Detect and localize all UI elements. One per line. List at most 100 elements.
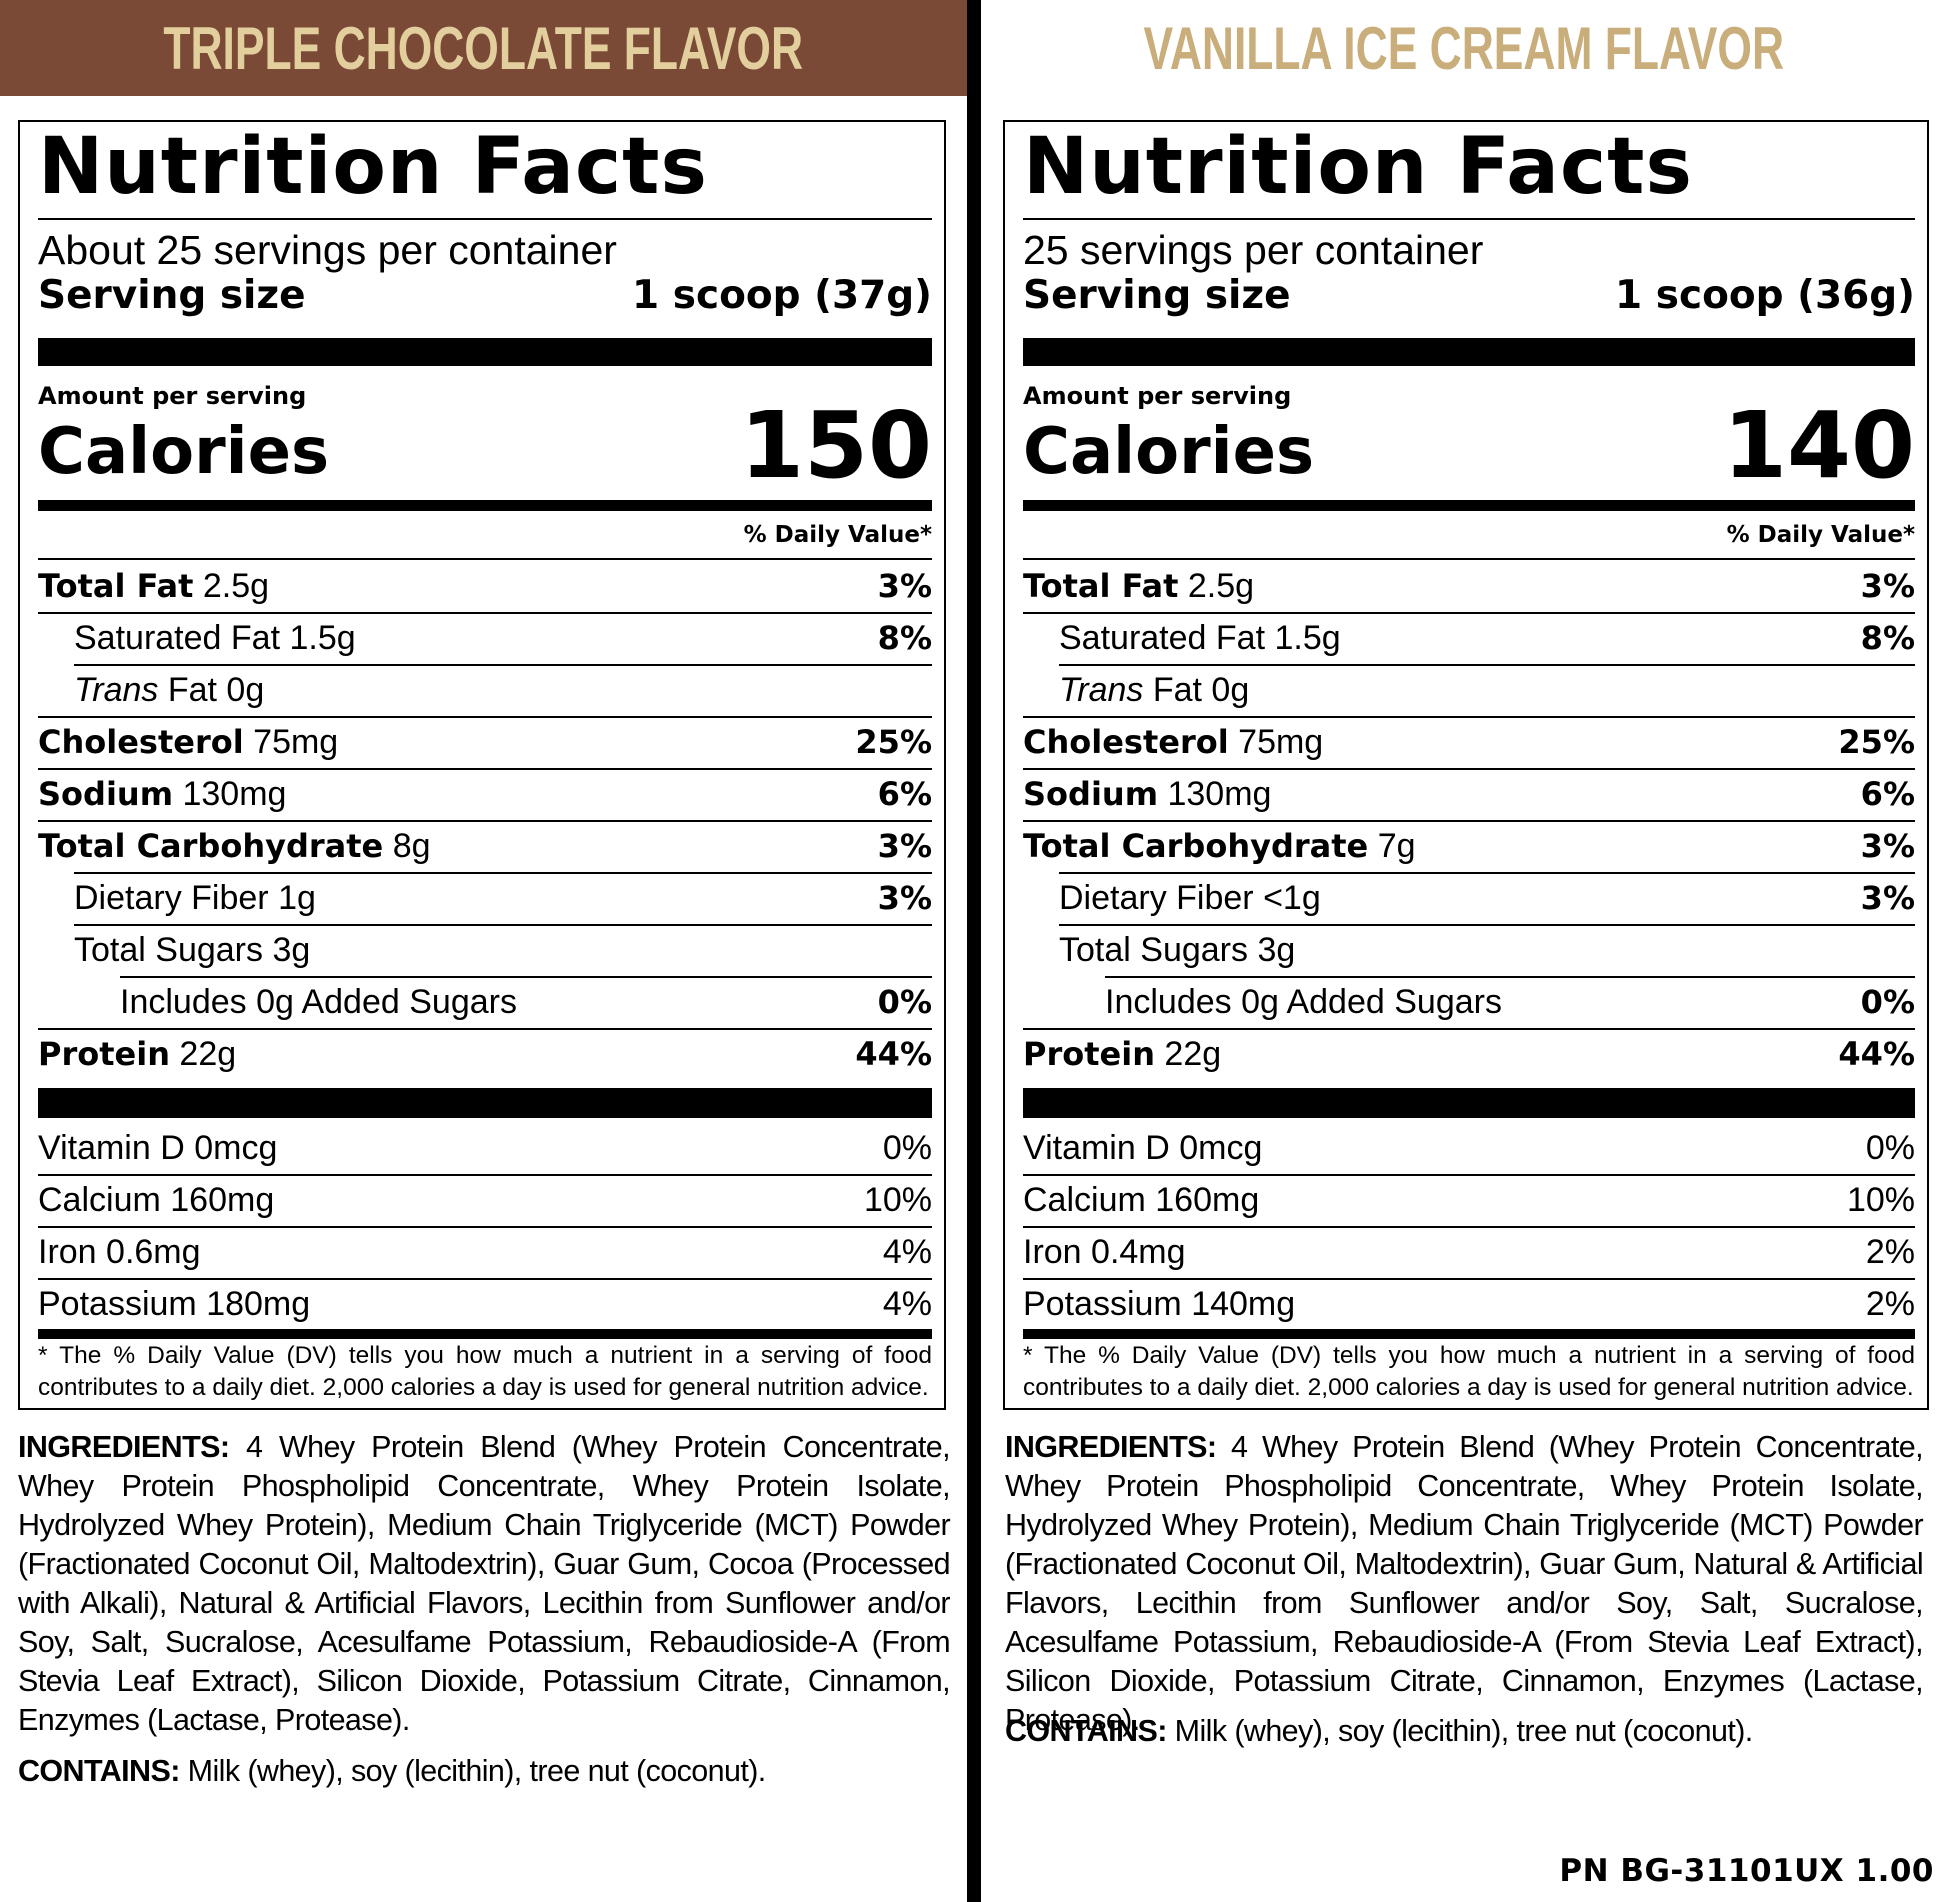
serving-size-row: Serving size 1 scoop (36g) [1023,276,1915,315]
nutrient-amount: 3g [1257,931,1296,969]
row-rule [1023,768,1915,770]
amount-per-serving: Amount per serving [38,382,307,410]
nutrient-row-cholesterol: Cholesterol 75mg 25% [1023,716,1915,768]
flavor-banner: TRIPLE CHOCOLATE FLAVOR [0,0,967,96]
nutrient-label: Calcium [38,1181,161,1219]
nutrient-amount: 1.5g [1274,619,1341,657]
nutrient-row-trans-fat: Trans Fat 0g [1023,664,1915,716]
nutrient-dv: 3% [877,567,932,605]
thick-rule [1023,338,1915,366]
nutrient-dv: 3% [1860,827,1915,865]
daily-value-header: % Daily Value* [1726,522,1915,548]
row-rule [74,872,932,874]
row-rule [38,1028,932,1030]
nutrient-row-vitamin-d: Vitamin D 0mcg 0% [38,1122,932,1174]
nutrient-dv: 0% [877,983,932,1021]
nutrient-dv: 0% [1865,1129,1915,1167]
nutrient-dv: 4% [882,1285,932,1323]
nutrient-label: Iron [38,1233,97,1271]
row-rule [120,976,932,978]
nutrient-row-total-carbohydrate: Total Carbohydrate 8g 3% [38,820,932,872]
contains-label: CONTAINS: [18,1754,180,1788]
nutrient-row-calcium: Calcium 160mg 10% [38,1174,932,1226]
nutrient-dv: 0% [1860,983,1915,1021]
nutrient-amount: 0mcg [194,1129,278,1167]
nutrient-dv: 0% [882,1129,932,1167]
row-rule [1023,1226,1915,1228]
nutrient-label: Total Sugars [1059,931,1248,969]
daily-value-header: % Daily Value* [743,522,932,548]
nutrient-label: Saturated Fat [1059,619,1266,657]
medium-rule [1023,1329,1915,1339]
nutrient-label: Potassium [38,1285,197,1323]
vanilla-panel: VANILLA ICE CREAM FLAVOR Nutrition Facts… [981,0,1946,1902]
row-rule [1059,664,1915,666]
nutrient-dv: 3% [1860,567,1915,605]
nutrient-row-total-carbohydrate: Total Carbohydrate 7g 3% [1023,820,1915,872]
ingredients-label: INGREDIENTS: [18,1430,230,1464]
nutrient-amount: 8g [392,827,431,865]
nutrient-amount: 130mg [182,775,287,813]
nutrient-row-iron: Iron 0.6mg 4% [38,1226,932,1278]
nutrient-amount: 0.6mg [106,1233,201,1271]
nutrient-label-italic: Trans [74,671,159,709]
nutrient-label: Potassium [1023,1285,1182,1323]
nutrient-row-total-sugars: Total Sugars 3g [1023,924,1915,976]
nutrient-dv: 8% [1860,619,1915,657]
nutrient-amount: 0.4mg [1091,1233,1186,1271]
calories-value: 150 [739,392,932,499]
nutrient-amount: 1.5g [289,619,356,657]
serving-size-value: 1 scoop (36g) [1615,273,1915,318]
nutrient-label: Dietary Fiber [1059,879,1254,917]
nutrient-label: Total Carbohydrate [38,827,384,865]
nutrient-row-calcium: Calcium 160mg 10% [1023,1174,1915,1226]
nutrient-dv: 6% [877,775,932,813]
row-rule [74,664,932,666]
flavor-title: VANILLA ICE CREAM FLAVOR [1143,14,1784,82]
nutrient-amount: 160mg [1155,1181,1260,1219]
nutrient-row-sodium: Sodium 130mg 6% [1023,768,1915,820]
thick-rule [1023,1088,1915,1118]
row-rule [1023,1028,1915,1030]
nutrient-dv: 25% [855,723,932,761]
row-rule [1105,976,1915,978]
nutrient-label: Total Fat [1023,567,1179,605]
nutrient-label: Dietary Fiber [74,879,269,917]
nutrient-label: Sodium [38,775,174,813]
row-rule [74,924,932,926]
nutrient-dv: 10% [863,1181,932,1219]
serving-size-value: 1 scoop (37g) [632,273,932,318]
thin-rule [1023,218,1915,220]
nutrient-label: Fat [1152,671,1202,709]
row-rule [1023,1174,1915,1176]
nutrient-row-protein: Protein 22g 44% [1023,1028,1915,1080]
servings-per-container: About 25 servings per container [38,227,617,273]
nutrient-label: Iron [1023,1233,1082,1271]
ingredients-text: INGREDIENTS: 4 Whey Protein Blend (Whey … [18,1428,951,1740]
thick-rule [38,338,932,366]
nutrient-label: Total Carbohydrate [1023,827,1369,865]
row-rule [1023,612,1915,614]
nutrient-amount: 22g [179,1035,237,1073]
row-rule [38,1226,932,1228]
nutrient-amount: 3g [272,931,311,969]
flavor-title: TRIPLE CHOCOLATE FLAVOR [163,14,804,82]
nutrient-label: Saturated Fat [74,619,281,657]
nutrient-row-added-sugars: Includes 0g Added Sugars 0% [38,976,932,1028]
nutrient-amount: 0mcg [1179,1129,1263,1167]
nutrient-dv: 2% [1865,1233,1915,1271]
nutrient-label: Vitamin D [1023,1129,1170,1167]
ingredients-list: 4 Whey Protein Blend (Whey Protein Conce… [1005,1430,1924,1737]
nutrient-amount: 160mg [170,1181,275,1219]
nutrient-row-potassium: Potassium 180mg 4% [38,1278,932,1330]
row-rule [1023,820,1915,822]
nutrient-label: Total Fat [38,567,194,605]
nutrient-amount: 140mg [1191,1285,1296,1323]
nutrient-amount: 7g [1377,827,1416,865]
row-rule [1059,872,1915,874]
nutrient-label: Sodium [1023,775,1159,813]
nutrient-amount: 1g [278,879,316,917]
medium-rule [1023,500,1915,511]
row-rule [38,820,932,822]
nutrient-label: Cholesterol [38,723,244,761]
